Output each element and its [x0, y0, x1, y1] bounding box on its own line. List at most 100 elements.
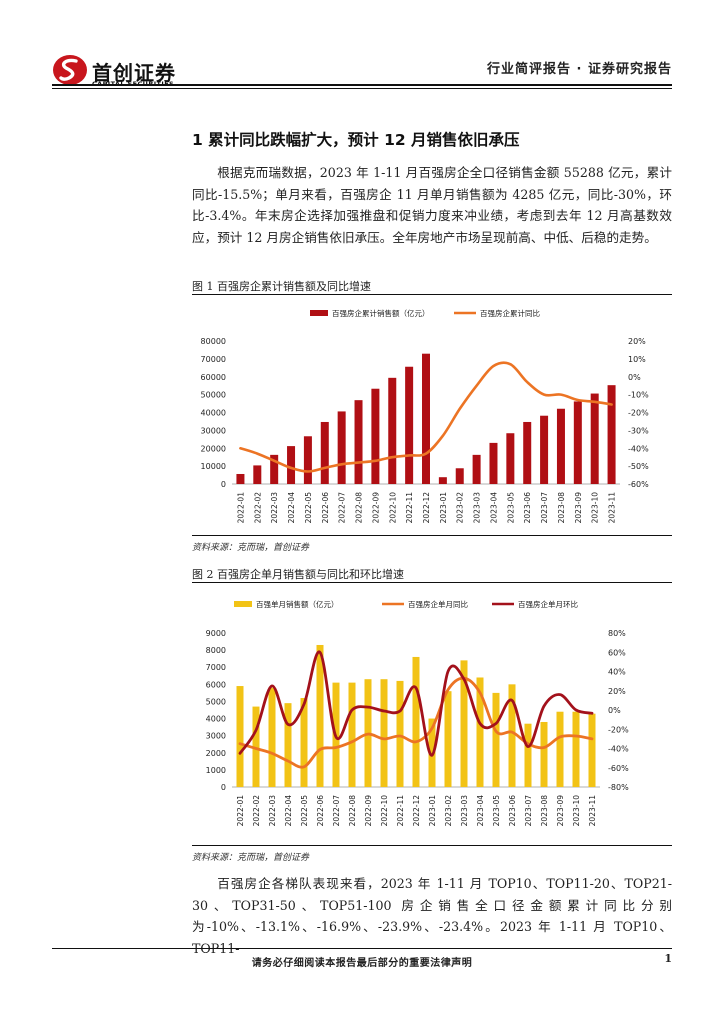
y-right-tick-label: 80%: [608, 629, 626, 638]
x-tick-label: 2023-07: [524, 795, 533, 827]
bar: [320, 421, 329, 484]
y-left-tick-label: 6000: [206, 680, 226, 689]
legend-swatch: [234, 601, 252, 607]
x-tick-label: 2022-03: [270, 492, 279, 524]
bar: [438, 477, 447, 484]
x-tick-label: 2022-12: [422, 492, 431, 524]
x-tick-label: 2022-11: [405, 492, 414, 524]
x-tick-label: 2023-08: [557, 492, 566, 524]
bar: [253, 465, 262, 484]
bar: [540, 415, 549, 484]
bar: [371, 388, 380, 484]
y-right-tick-label: 40%: [608, 668, 626, 677]
bar: [556, 711, 564, 787]
x-tick-label: 2023-10: [591, 492, 600, 524]
header-rule-thick: [52, 84, 672, 86]
bar: [284, 703, 292, 787]
x-tick-label: 2023-04: [476, 795, 485, 827]
bar: [476, 677, 484, 787]
x-tick-label: 2022-01: [236, 492, 245, 524]
x-tick-label: 2022-07: [338, 492, 347, 524]
bar: [316, 644, 324, 787]
y-right-tick-label: -40%: [608, 745, 629, 754]
x-tick-label: 2023-06: [508, 795, 517, 827]
body-paragraph-text: 根据克而瑞数据，2023 年 1-11 月百强房企全口径销售金额 55288 亿…: [192, 165, 672, 245]
y-right-tick-label: 20%: [608, 687, 626, 696]
bar: [588, 713, 596, 787]
bar: [572, 711, 580, 787]
x-tick-label: 2023-05: [492, 795, 501, 827]
x-tick-label: 2023-04: [489, 492, 498, 524]
bar: [412, 656, 420, 787]
bar: [348, 682, 356, 787]
closing-paragraph: 百强房企各梯队表现来看，2023 年 1-11 月 TOP10、TOP11-20…: [192, 873, 672, 959]
bar: [388, 377, 397, 484]
x-tick-label: 2023-06: [523, 492, 532, 524]
series-line: [239, 361, 613, 473]
y-right-tick-label: -20%: [628, 409, 649, 418]
section-title: 1 累计同比跌幅扩大，预计 12 月销售依旧承压: [192, 131, 520, 149]
x-tick-label: 2022-06: [321, 492, 330, 524]
footer-disclaimer: 请务必仔细阅读本报告最后部分的重要法律声明: [251, 958, 473, 969]
bar: [540, 721, 548, 787]
legend-label: 百强房企累计销售额（亿元）: [332, 308, 430, 318]
y-right-tick-label: 0%: [628, 373, 641, 382]
y-left-tick-label: 7000: [206, 663, 226, 672]
bar: [405, 366, 414, 484]
bar: [489, 442, 498, 484]
legend-label: 百强单月销售额（亿元）: [256, 599, 339, 609]
x-tick-label: 2023-07: [540, 492, 549, 524]
figure2-bottom-rule: [192, 845, 672, 846]
y-left-tick-label: 1000: [206, 766, 226, 775]
figure2-top-rule: [192, 582, 672, 583]
page-number: 1: [664, 952, 672, 965]
figure1-title: 图 1 百强房企累计销售额及同比增速: [192, 280, 371, 293]
bar: [455, 468, 464, 484]
y-right-tick-label: 20%: [628, 337, 646, 346]
y-right-tick-label: -80%: [608, 783, 629, 792]
y-left-tick-label: 5000: [206, 697, 226, 706]
bar: [444, 691, 452, 787]
legend-label: 百强房企累计同比: [480, 308, 540, 318]
y-left-tick-label: 8000: [206, 646, 226, 655]
x-tick-label: 2022-02: [253, 492, 262, 524]
bar: [252, 706, 260, 787]
x-tick-label: 2022-04: [287, 492, 296, 524]
figure2-title: 图 2 百强房企单月销售额与同比和环比增速: [192, 568, 404, 581]
x-tick-label: 2022-01: [236, 795, 245, 827]
x-tick-label: 2022-05: [304, 492, 313, 524]
y-right-tick-label: 0%: [608, 706, 621, 715]
y-left-tick-label: 3000: [206, 732, 226, 741]
series-line: [238, 650, 594, 757]
header-rule-thin: [52, 88, 672, 89]
bar: [472, 454, 481, 484]
y-left-tick-label: 80000: [201, 337, 226, 346]
x-tick-label: 2023-05: [506, 492, 515, 524]
series-line: [238, 676, 594, 769]
x-tick-label: 2022-08: [355, 492, 364, 524]
bar: [303, 436, 312, 484]
bar: [506, 433, 515, 484]
y-left-tick-label: 60000: [201, 373, 226, 382]
x-tick-label: 2023-11: [608, 492, 617, 524]
figure2-chart: 0 1000 2000 3000 4000 5000 6000 7000 8000 9000 -80…: [206, 599, 629, 827]
y-left-tick-label: 30000: [201, 426, 226, 435]
y-right-tick-label: -60%: [628, 480, 649, 489]
x-tick-label: 2022-09: [364, 795, 373, 827]
bar: [380, 679, 388, 787]
bar: [523, 421, 532, 484]
x-tick-label: 2023-11: [588, 795, 597, 827]
x-tick-label: 2023-03: [460, 795, 469, 827]
y-right-tick-label: -40%: [628, 444, 649, 453]
company-logo-icon: [53, 55, 87, 85]
x-tick-label: 2023-03: [473, 492, 482, 524]
y-left-tick-label: 9000: [206, 629, 226, 638]
x-tick-label: 2022-10: [380, 795, 389, 827]
y-left-tick-label: 40000: [201, 409, 226, 418]
x-tick-label: 2023-02: [444, 795, 453, 827]
bar: [337, 411, 346, 484]
x-tick-label: 2022-04: [284, 795, 293, 827]
bar: [524, 723, 532, 787]
bar: [590, 393, 599, 484]
y-left-tick-label: 70000: [201, 355, 226, 364]
